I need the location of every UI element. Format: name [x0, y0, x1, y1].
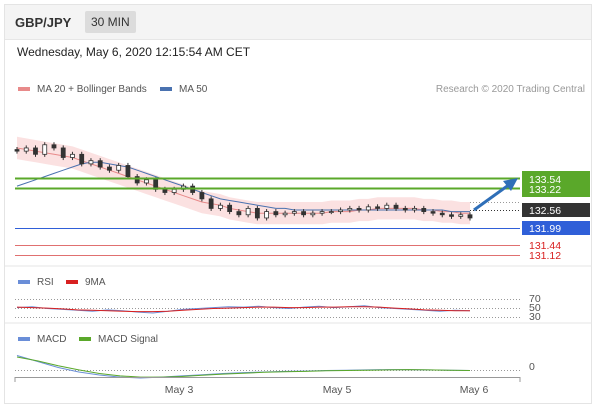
support-label-1: 131.44: [529, 240, 561, 252]
candle-body: [162, 188, 168, 193]
candle-body: [88, 160, 94, 165]
candle-body: [107, 166, 112, 171]
candle-body: [79, 153, 85, 165]
rsi-legend-swatch: [18, 280, 30, 284]
candle-body: [208, 198, 214, 209]
rsi-ma-legend-swatch: [66, 280, 78, 284]
rsi-tick-70: 70: [529, 293, 541, 305]
timeframe-badge[interactable]: 30 MIN: [85, 11, 136, 33]
candle-body: [338, 209, 343, 212]
pivot-label: 131.99: [529, 223, 561, 235]
candle-body: [273, 211, 279, 216]
support-label-2: 131.12: [529, 250, 561, 262]
candle-body: [412, 208, 417, 211]
last-price-label-bg: [522, 203, 590, 217]
pivot-label-bg: [522, 221, 590, 235]
candle-body: [375, 206, 380, 209]
symbol-title: GBP/JPY: [15, 15, 72, 30]
candle-body: [42, 144, 48, 155]
candle-body: [264, 211, 270, 219]
ma20-legend-swatch: [18, 87, 30, 91]
rsi-legend-label: RSI: [37, 277, 54, 288]
forecast-arrow: [473, 182, 511, 212]
resistance-label-2: 133.22: [529, 184, 561, 196]
candle-body: [171, 188, 177, 193]
candle-body: [134, 176, 140, 184]
rsi-tick-30: 30: [529, 311, 541, 323]
candle-body: [402, 208, 408, 211]
candle-body: [254, 208, 260, 219]
candle-body: [245, 208, 251, 216]
candle-body: [125, 165, 131, 177]
macd-line: [16, 355, 471, 379]
candle-body: [33, 147, 38, 155]
macd-tick-0: 0: [529, 361, 535, 373]
candle-body: [291, 211, 297, 214]
candle-body: [217, 204, 223, 209]
candle-body: [227, 204, 233, 212]
x-label-may3: May 3: [165, 384, 194, 396]
candle-body: [70, 153, 75, 158]
rsi-tick-50: 50: [529, 302, 541, 314]
ma50-legend-swatch: [160, 87, 172, 91]
candle-body: [439, 212, 445, 216]
last-price-label: 132.56: [529, 205, 561, 217]
candle-body: [51, 144, 57, 149]
candle-body: [356, 208, 362, 211]
candle-body: [60, 147, 66, 158]
candle-body: [467, 214, 473, 219]
macd-legend-label: MACD: [37, 334, 66, 345]
rsi-ma-legend-label: 9MA: [85, 277, 106, 288]
candle-body: [236, 211, 242, 216]
macd-signal-legend-swatch: [79, 337, 91, 341]
candle-body: [365, 206, 371, 211]
candle-body: [458, 214, 464, 217]
candle-body: [301, 211, 306, 216]
resistance-label-bg: [522, 171, 590, 197]
candle-body: [116, 165, 122, 171]
macd-legend-swatch: [18, 337, 30, 341]
candle-body: [199, 192, 205, 200]
resistance-label-1: 133.54: [529, 174, 561, 186]
macd-signal-legend-label: MACD Signal: [98, 334, 158, 345]
timestamp: Wednesday, May 6, 2020 12:15:54 AM CET: [17, 45, 251, 59]
candle-body: [282, 212, 288, 216]
candle-body: [310, 212, 316, 216]
candle-body: [328, 211, 334, 213]
chart-header: GBP/JPY 30 MIN: [5, 5, 591, 40]
candle-body: [14, 149, 20, 152]
candle-body: [449, 214, 454, 217]
candle-body: [319, 211, 325, 214]
ma50-legend-label: MA 50: [179, 84, 208, 95]
bollinger-band: [17, 136, 470, 225]
candle-body: [144, 179, 149, 184]
research-credit: Research © 2020 Trading Central: [436, 84, 585, 95]
candle-body: [430, 211, 436, 214]
candle-body: [384, 204, 390, 209]
candle-body: [23, 147, 29, 152]
x-label-may6: May 6: [460, 384, 489, 396]
x-label-may5: May 5: [323, 384, 352, 396]
price-candles: [14, 142, 473, 221]
candle-body: [347, 208, 353, 211]
forecast-arrowhead: [503, 178, 518, 191]
macd-signal-line: [16, 356, 471, 378]
candle-body: [393, 204, 399, 209]
rsi-line: [16, 305, 471, 314]
ma20-legend-label: MA 20 + Bollinger Bands: [37, 84, 147, 95]
candle-body: [97, 160, 103, 168]
chart-frame: GBP/JPY 30 MIN Wednesday, May 6, 2020 12…: [4, 4, 592, 404]
rsi-ma-line: [16, 306, 470, 313]
candle-body: [421, 208, 427, 212]
